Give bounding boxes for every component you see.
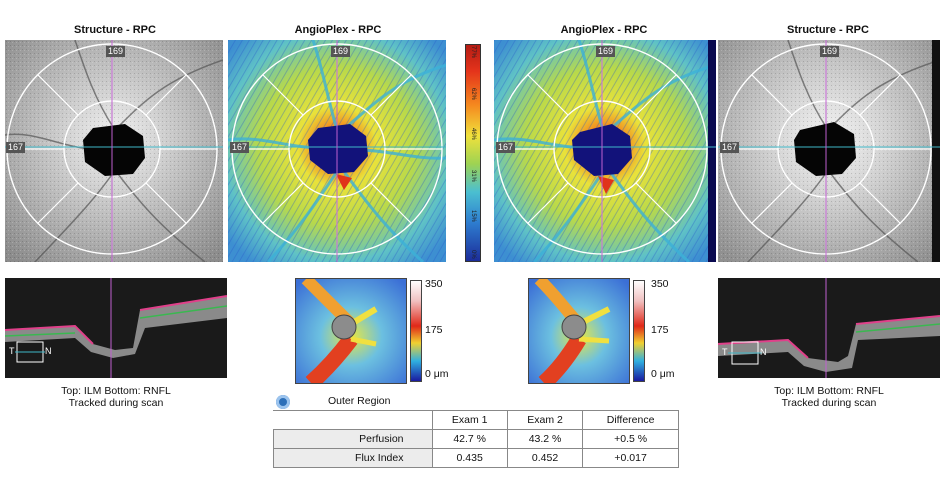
angio-right-title: AngioPlex - RPC — [560, 24, 648, 36]
table-header-row: Exam 1 Exam 2 Difference — [273, 410, 679, 430]
header-cell — [273, 410, 433, 430]
angio-left-title: AngioPlex - RPC — [294, 24, 382, 36]
flux-scale-max: 350 — [425, 278, 443, 290]
difference-value: +0.5 % — [582, 429, 679, 449]
scale-label: 46% — [470, 128, 476, 141]
difference-value: +0.017 — [582, 448, 679, 468]
row-label: Flux Index — [273, 448, 433, 468]
temporal-label: T — [722, 347, 728, 357]
structure-right-image[interactable]: 169 167 — [718, 40, 940, 262]
flux-scale-min: 0 μm — [651, 368, 675, 380]
exam1-value: 42.7 % — [431, 429, 508, 449]
table-row: Perfusion 42.7 % 43.2 % +0.5 % — [273, 429, 679, 449]
exam2-value: 0.452 — [506, 448, 584, 468]
perfusion-color-scale — [465, 44, 481, 262]
horizontal-position-tag: 167 — [496, 142, 516, 153]
bscan-right-caption: Top: ILM Bottom: RNFL Tracked during sca… — [718, 385, 940, 409]
header-cell: Exam 2 — [506, 410, 584, 430]
scale-label: 31% — [470, 170, 476, 183]
flux-scale-max: 350 — [651, 278, 669, 290]
temporal-label: T — [9, 346, 15, 356]
bscan-left-image[interactable]: T N — [5, 278, 227, 378]
horizontal-position-tag: 167 — [720, 142, 740, 153]
vertical-position-tag: 169 — [596, 46, 616, 57]
bscan-right-image[interactable]: T N — [718, 278, 940, 378]
exam1-value: 0.435 — [431, 448, 508, 468]
flux-left-scale — [410, 280, 422, 382]
horizontal-position-tag: 167 — [230, 142, 250, 153]
flux-right-scale — [633, 280, 645, 382]
scale-label: 77% — [470, 46, 476, 59]
flux-left-map[interactable] — [295, 278, 407, 384]
region-label: Outer Region — [328, 395, 391, 407]
flux-scale-min: 0 μm — [425, 368, 449, 380]
vertical-position-tag: 169 — [106, 46, 126, 57]
caption-line: Tracked during scan — [68, 397, 164, 409]
flux-scale-mid: 175 — [651, 324, 669, 336]
bscan-left-caption: Top: ILM Bottom: RNFL Tracked during sca… — [5, 385, 227, 409]
structure-left-image[interactable]: 169 167 — [5, 40, 223, 262]
region-selector[interactable]: Outer Region — [273, 394, 679, 411]
header-cell: Difference — [582, 410, 679, 430]
angio-left-image[interactable]: 169 167 — [228, 40, 446, 262]
caption-line: Tracked during scan — [781, 397, 877, 409]
target-circle-icon[interactable] — [276, 395, 290, 409]
angio-right-image[interactable]: 169 167 — [494, 40, 716, 262]
structure-left-title: Structure - RPC — [74, 24, 156, 36]
flux-right-map[interactable] — [528, 278, 630, 384]
caption-line: Top: ILM Bottom: RNFL — [61, 385, 171, 397]
vertical-position-tag: 169 — [820, 46, 840, 57]
scale-label: 15% — [470, 210, 476, 223]
header-cell: Exam 1 — [431, 410, 508, 430]
nasal-label: N — [760, 347, 767, 357]
horizontal-position-tag: 167 — [6, 142, 26, 153]
scale-label: 62% — [470, 88, 476, 101]
table-row: Flux Index 0.435 0.452 +0.017 — [273, 448, 679, 468]
flux-scale-mid: 175 — [425, 324, 443, 336]
nasal-label: N — [45, 346, 52, 356]
scale-label: 0% — [470, 250, 476, 259]
exam2-value: 43.2 % — [506, 429, 584, 449]
metrics-table: Exam 1 Exam 2 Difference Perfusion 42.7 … — [273, 410, 679, 468]
caption-line: Top: ILM Bottom: RNFL — [774, 385, 884, 397]
row-label: Perfusion — [273, 429, 433, 449]
structure-right-title: Structure - RPC — [787, 24, 869, 36]
vertical-position-tag: 169 — [331, 46, 351, 57]
